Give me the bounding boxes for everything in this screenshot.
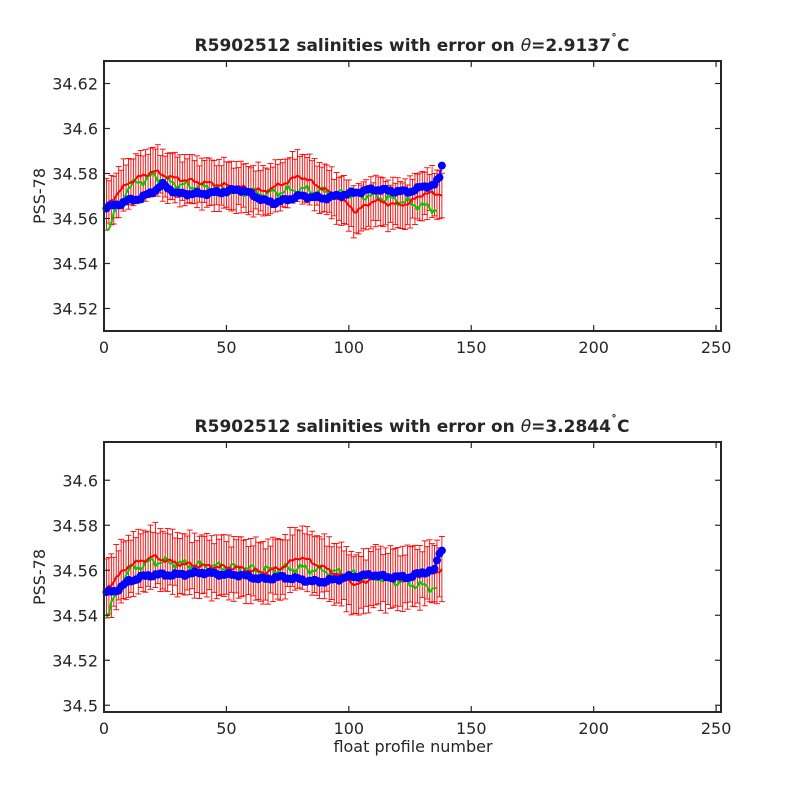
float-salinity-point — [430, 564, 439, 573]
x-tick-label: 100 — [334, 338, 365, 357]
x-tick-label: 50 — [216, 338, 236, 357]
x-tick-label: 250 — [701, 338, 732, 357]
bottom-chart-title: R5902512 salinities with error on θ=3.28… — [195, 413, 630, 437]
bottom-chart-series — [102, 521, 446, 619]
float-salinity-point — [437, 546, 446, 555]
x-tick-label: 0 — [99, 719, 109, 738]
x-tick-label: 50 — [216, 719, 236, 738]
top-chart-y-axis-label: PSS-78 — [30, 168, 49, 224]
bottom-chart-y-axis-label: PSS-78 — [30, 549, 49, 605]
y-tick-label: 34.52 — [52, 300, 98, 319]
float-salinity-markers — [102, 546, 446, 597]
bottom-chart-ticks: 0 50 100 150 200 250 34.5 34.52 34.54 34.56 34.58 3… — [52, 442, 731, 738]
top-chart-series — [102, 144, 446, 239]
calibrated-salinity-line — [105, 554, 438, 619]
x-tick-label: 150 — [456, 338, 487, 357]
y-tick-label: 34.62 — [52, 75, 98, 94]
x-tick-label: 100 — [334, 719, 365, 738]
y-tick-label: 34.58 — [52, 165, 98, 184]
x-tick-label: 0 — [99, 338, 109, 357]
top-chart-axes-box — [103, 60, 722, 332]
float-salinity-point — [432, 556, 441, 565]
top-chart-title: R5902512 salinities with error on θ=2.91… — [195, 32, 630, 56]
float-salinity-point — [437, 161, 446, 170]
y-tick-label: 34.54 — [52, 606, 98, 625]
mapped-salinity-line — [105, 169, 443, 215]
y-tick-label: 34.56 — [52, 561, 98, 580]
y-tick-label: 34.6 — [62, 471, 98, 490]
y-tick-label: 34.52 — [52, 651, 98, 670]
top-chart-panel: 0 50 100 150 200 250 34.52 34.54 34.56 34.58 34.6 3… — [30, 32, 731, 357]
bottom-chart-x-axis-label: float profile number — [333, 737, 493, 756]
top-chart-ticks: 0 50 100 150 200 250 34.52 34.54 34.56 34.58 34.6 3… — [52, 61, 731, 357]
bottom-chart-panel: 0 50 100 150 200 250 34.5 34.52 34.54 34.56 34.58 3… — [30, 413, 731, 756]
x-tick-label: 250 — [701, 719, 732, 738]
x-tick-label: 150 — [456, 719, 487, 738]
float-salinity-point — [435, 173, 444, 182]
x-tick-label: 200 — [578, 338, 609, 357]
y-tick-label: 34.56 — [52, 210, 98, 229]
y-tick-label: 34.5 — [62, 696, 98, 715]
y-tick-label: 34.6 — [62, 120, 98, 139]
float-salinity-markers — [102, 161, 446, 213]
x-tick-label: 200 — [578, 719, 609, 738]
y-tick-label: 34.54 — [52, 255, 98, 274]
y-tick-label: 34.58 — [52, 516, 98, 535]
bottom-chart-axes-box — [103, 441, 722, 713]
